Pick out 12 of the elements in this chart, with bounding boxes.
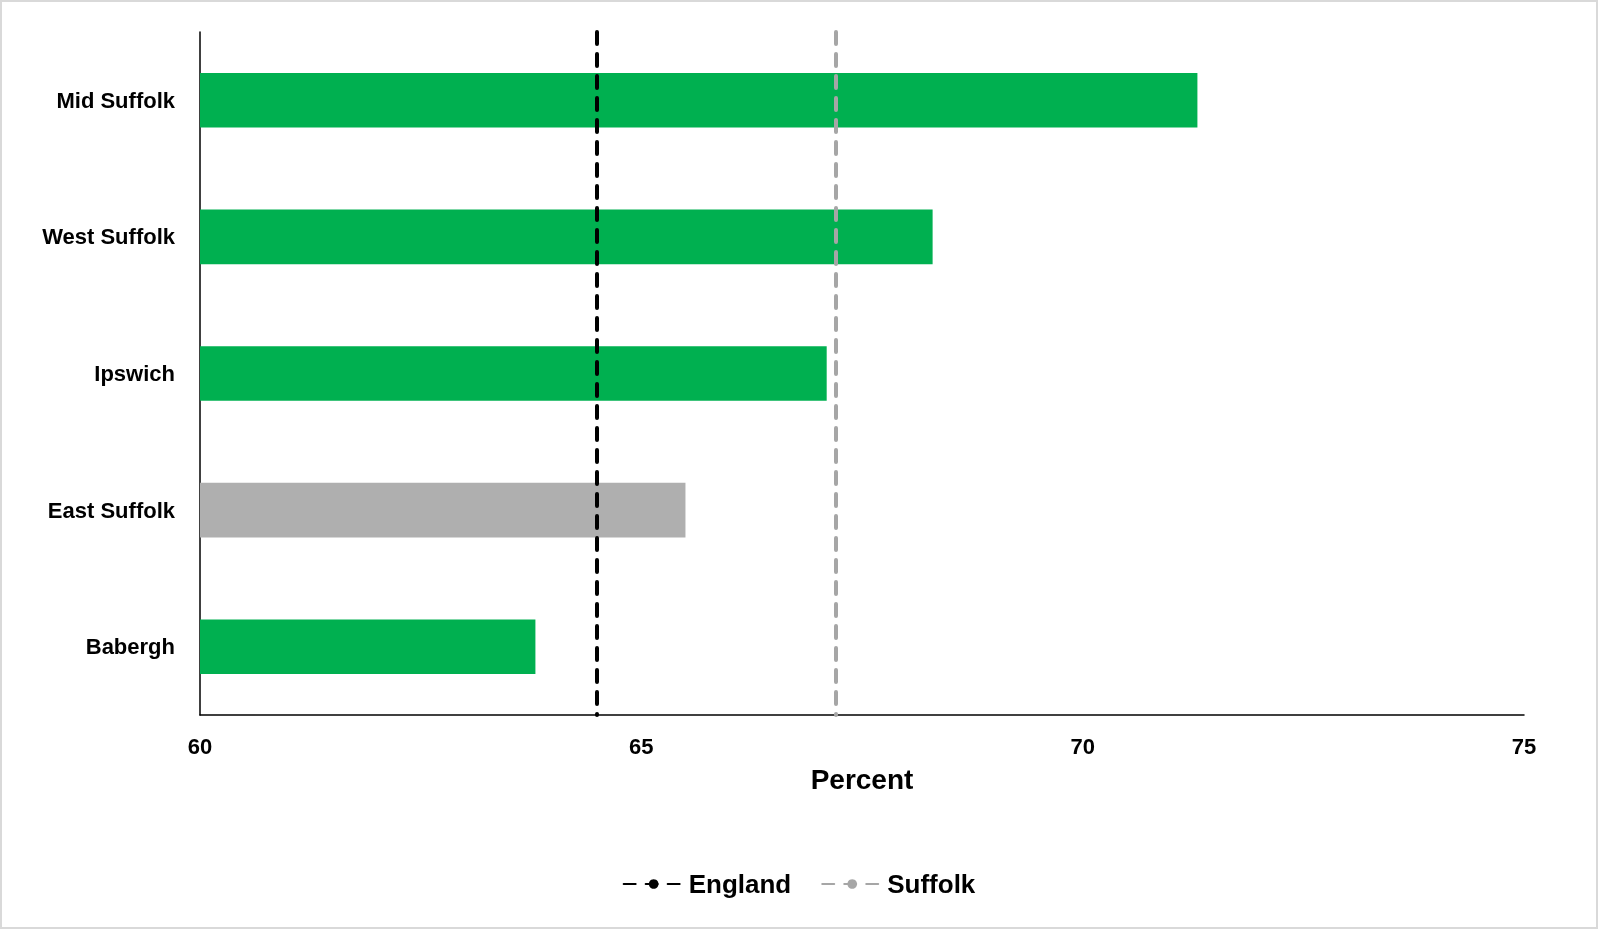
y-tick-label: Ipswich bbox=[94, 361, 175, 386]
y-tick-label: East Suffolk bbox=[47, 497, 176, 523]
x-tick-label: 60 bbox=[187, 733, 213, 759]
y-tick-label: Mid Suffolk bbox=[56, 87, 176, 113]
y-tick-label: Babergh bbox=[85, 634, 175, 660]
legend-label: England bbox=[688, 869, 792, 899]
x-tick-label: 70 bbox=[1070, 733, 1095, 759]
x-axis-title: Percent bbox=[810, 763, 914, 795]
x-tick-label: 65 bbox=[629, 733, 654, 759]
legend-label: Suffolk bbox=[887, 869, 976, 899]
y-tick-label: West Suffolk bbox=[42, 224, 176, 250]
x-tick-label: 75 bbox=[1511, 733, 1537, 759]
